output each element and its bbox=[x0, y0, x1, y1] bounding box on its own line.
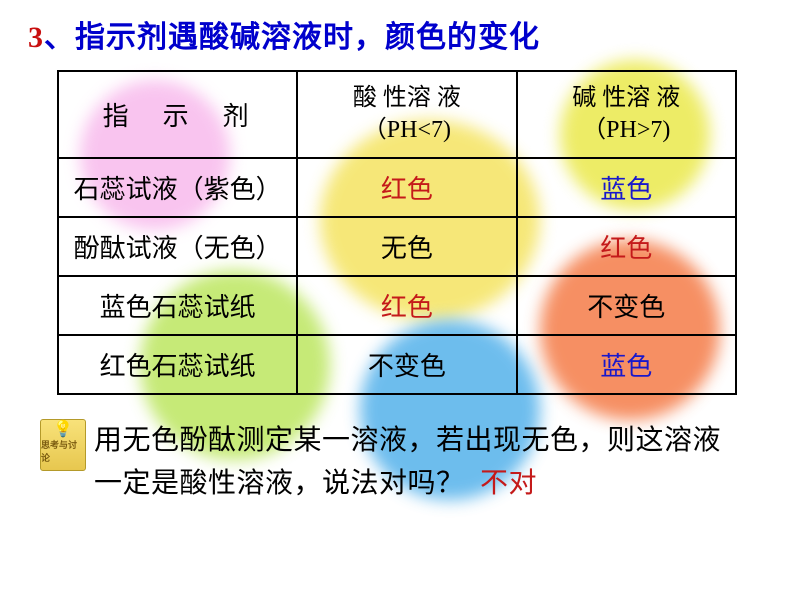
indicator-table: 指 示 剂 酸 性溶 液 （PH<7) 碱 性溶 液 （PH>7) 石蕊试液（紫… bbox=[57, 70, 737, 395]
base-result: 蓝色 bbox=[517, 158, 736, 217]
base-result: 蓝色 bbox=[517, 335, 736, 394]
col-header-acid: 酸 性溶 液 （PH<7) bbox=[297, 71, 516, 158]
lightbulb-icon: 💡 bbox=[53, 422, 73, 438]
table-row: 红色石蕊试纸不变色蓝色 bbox=[58, 335, 736, 394]
table-row: 蓝色石蕊试纸红色不变色 bbox=[58, 276, 736, 335]
base-result: 红色 bbox=[517, 217, 736, 276]
col-header-base: 碱 性溶 液 （PH>7) bbox=[517, 71, 736, 158]
answer-text: 不对 bbox=[480, 468, 537, 499]
title-number: 3 bbox=[28, 21, 44, 54]
base-result: 不变色 bbox=[517, 276, 736, 335]
footer-section: 💡 思考与讨论 用无色酚酞测定某一溶液，若出现无色，则这溶液一定是酸性溶液，说法… bbox=[28, 419, 766, 506]
acid-result: 红色 bbox=[297, 158, 516, 217]
col-header-indicator: 指 示 剂 bbox=[58, 71, 297, 158]
col-header-base-text: 碱 性溶 液 （PH>7) bbox=[522, 82, 731, 147]
indicator-name: 红色石蕊试纸 bbox=[58, 335, 297, 394]
title-text: 指示剂遇酸碱溶液时，颜色的变化 bbox=[75, 21, 540, 54]
discussion-question: 用无色酚酞测定某一溶液，若出现无色，则这溶液一定是酸性溶液，说法对吗？ 不对 bbox=[94, 419, 736, 506]
table-header-row: 指 示 剂 酸 性溶 液 （PH<7) 碱 性溶 液 （PH>7) bbox=[58, 71, 736, 158]
indicator-name: 石蕊试液（紫色） bbox=[58, 158, 297, 217]
acid-result: 无色 bbox=[297, 217, 516, 276]
table-row: 酚酞试液（无色）无色红色 bbox=[58, 217, 736, 276]
think-icon-label: 思考与讨论 bbox=[41, 438, 85, 464]
indicator-name: 酚酞试液（无色） bbox=[58, 217, 297, 276]
question-text: 用无色酚酞测定某一溶液，若出现无色，则这溶液一定是酸性溶液，说法对吗？ bbox=[94, 425, 721, 499]
acid-result: 不变色 bbox=[297, 335, 516, 394]
title-sep: 、 bbox=[44, 21, 75, 54]
acid-result: 红色 bbox=[297, 276, 516, 335]
think-discuss-icon: 💡 思考与讨论 bbox=[40, 419, 86, 471]
table-row: 石蕊试液（紫色）红色蓝色 bbox=[58, 158, 736, 217]
indicator-name: 蓝色石蕊试纸 bbox=[58, 276, 297, 335]
col-header-acid-text: 酸 性溶 液 （PH<7) bbox=[302, 82, 511, 147]
section-title: 3、指示剂遇酸碱溶液时，颜色的变化 bbox=[28, 12, 766, 56]
